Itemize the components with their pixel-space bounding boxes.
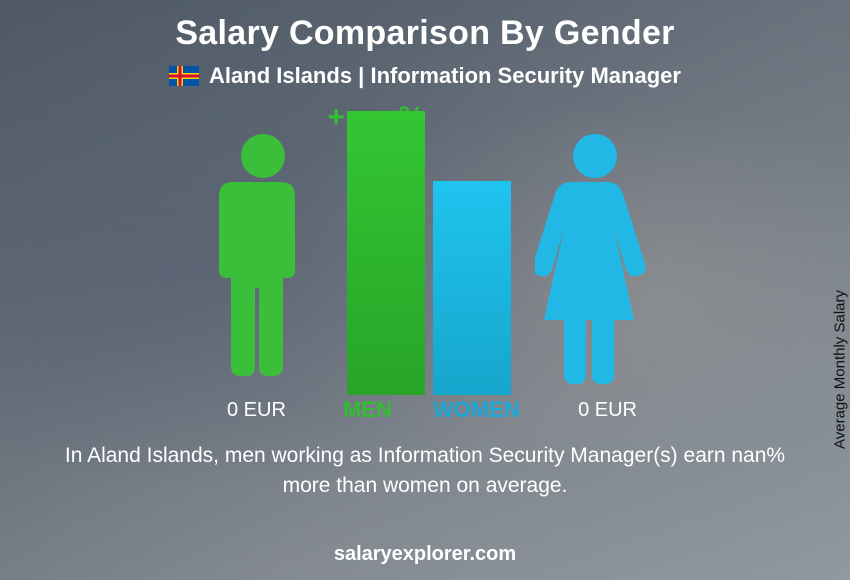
men-value-label: 0 EUR bbox=[227, 399, 286, 422]
women-value-label: 0 EUR bbox=[578, 399, 637, 422]
men-salary-bar bbox=[347, 111, 425, 395]
job-title-label: Information Security Manager bbox=[370, 63, 681, 88]
y-axis-label: Average Monthly Salary bbox=[832, 290, 849, 449]
separator: | bbox=[352, 63, 370, 88]
location-label: Aland Islands bbox=[209, 63, 352, 88]
source-attribution: salaryexplorer.com bbox=[0, 543, 850, 566]
subtitle-row: Aland Islands | Information Security Man… bbox=[0, 63, 850, 89]
men-category-label: MEN bbox=[343, 397, 392, 423]
caption-text: In Aland Islands, men working as Informa… bbox=[55, 441, 795, 502]
women-category-label: WOMEN bbox=[433, 397, 520, 423]
aland-flag-icon bbox=[169, 66, 199, 86]
subtitle-text: Aland Islands | Information Security Man… bbox=[209, 63, 681, 89]
chart-labels-row: 0 EUR MEN WOMEN 0 EUR bbox=[155, 397, 695, 427]
page-title: Salary Comparison By Gender bbox=[0, 0, 850, 53]
male-figure-icon bbox=[203, 130, 323, 395]
infographic-content: Salary Comparison By Gender Aland Island… bbox=[0, 0, 850, 580]
women-salary-bar bbox=[433, 181, 511, 395]
female-figure-icon bbox=[535, 130, 655, 395]
gender-salary-chart: +nan% 0 EUR MEN WOMEN 0 EUR bbox=[155, 107, 695, 427]
